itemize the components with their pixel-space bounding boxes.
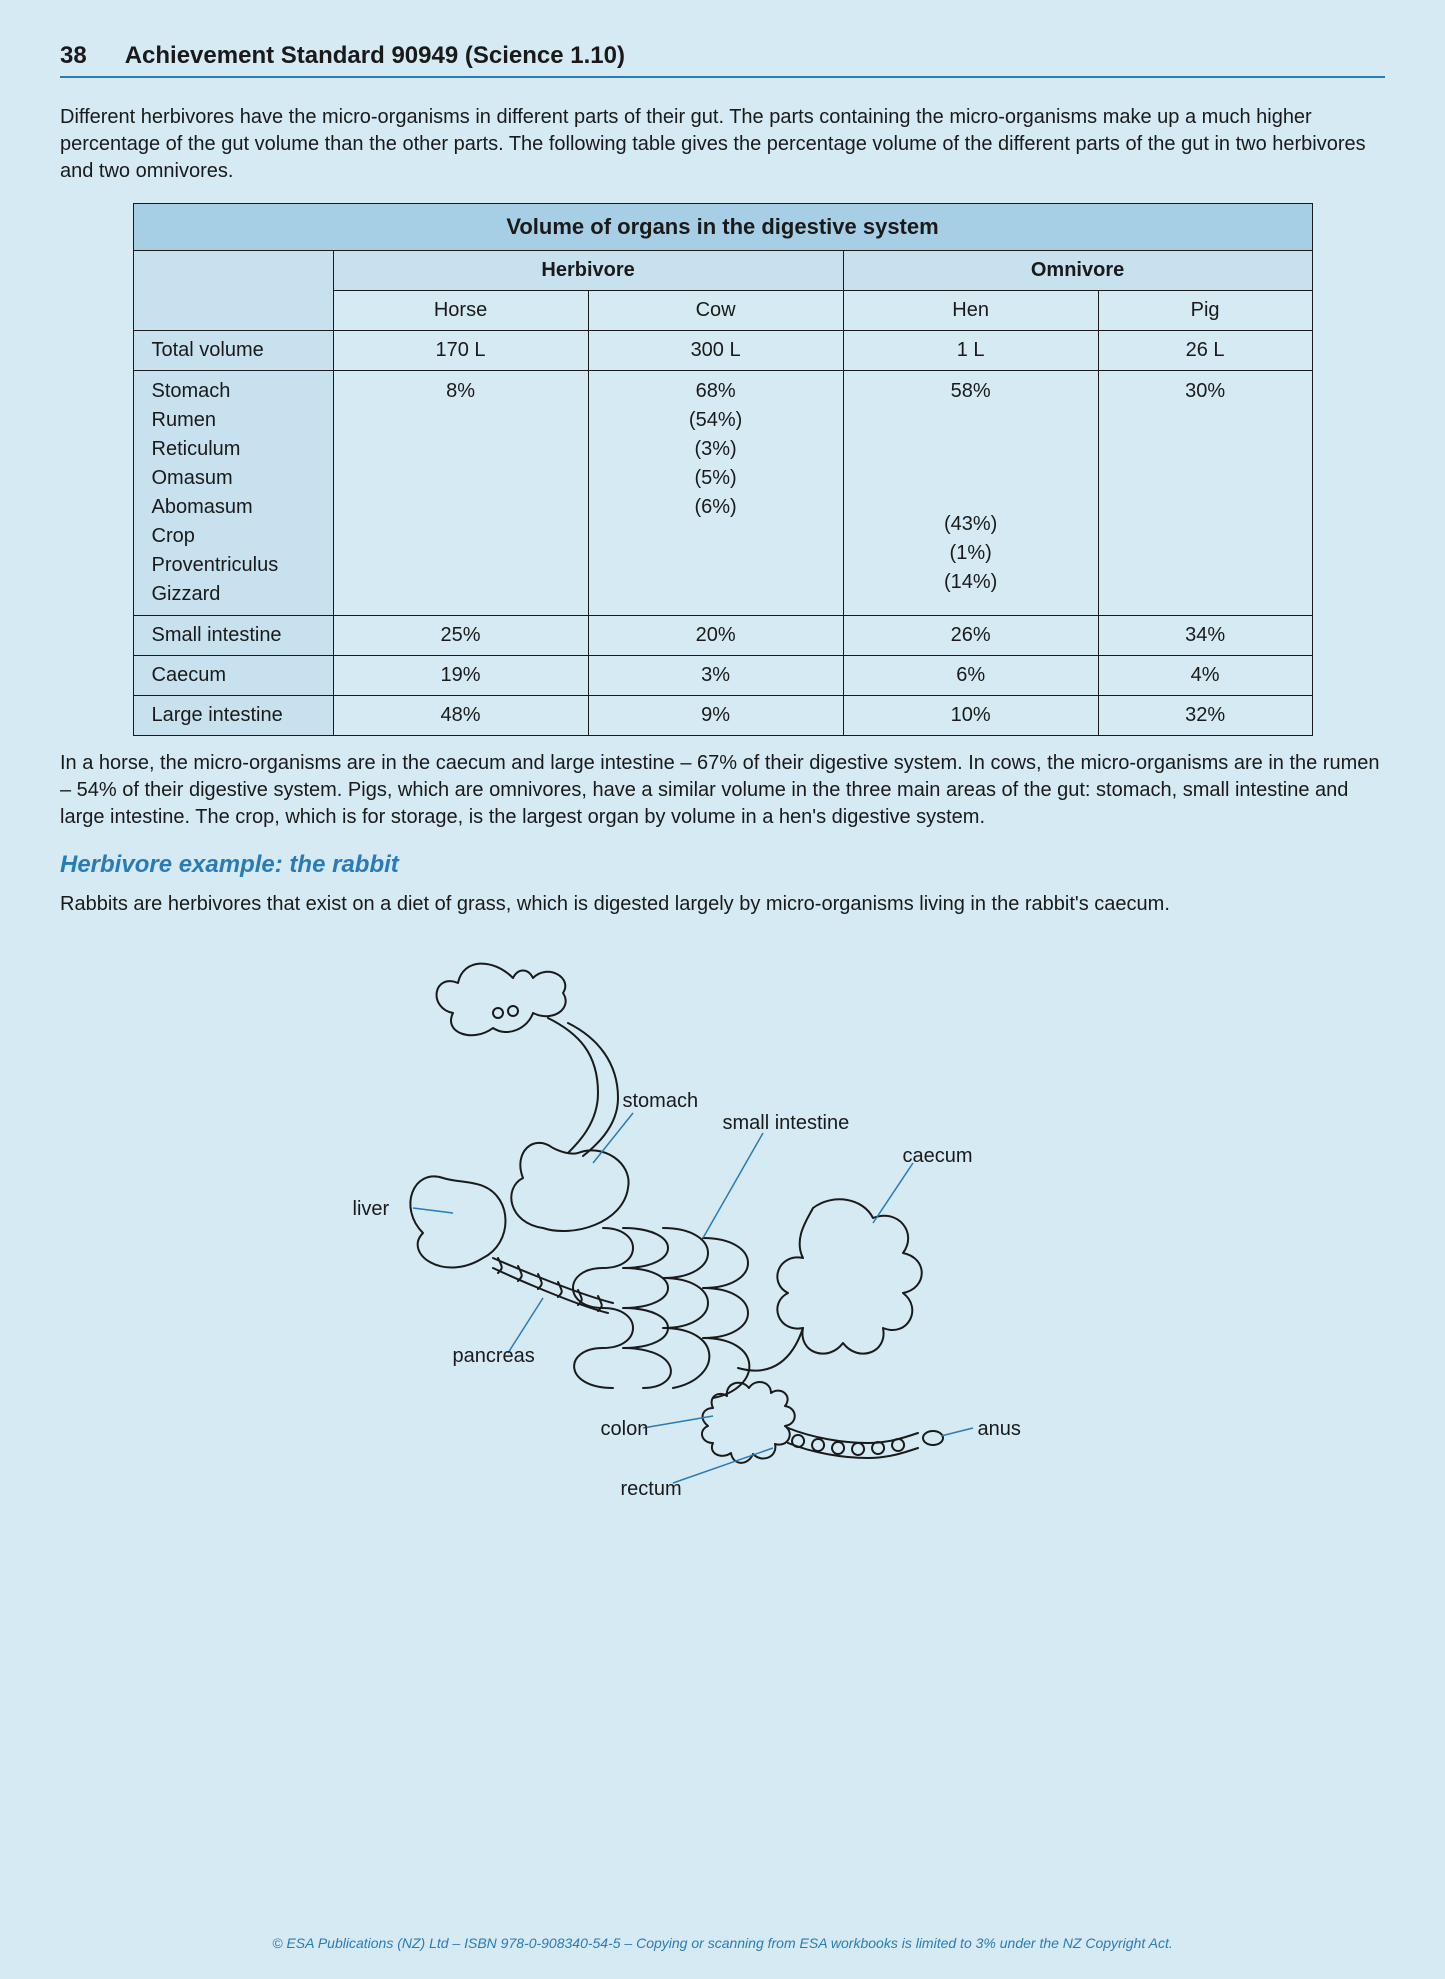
section-title: Herbivore example: the rabbit [60,849,1385,881]
label-small-intestine: small intestine [723,1110,850,1137]
total-horse: 170 L [333,331,588,371]
stomach-labels: Stomach Rumen Reticulum Omasum Abomasum … [152,377,319,609]
label-stomach: stomach [623,1088,699,1115]
rabbit-digestive-diagram: liver stomach small intestine caecum pan… [343,938,1103,1518]
section-paragraph: Rabbits are herbivores that exist on a d… [60,891,1385,918]
label-anus: anus [978,1416,1021,1443]
page-header: 38 Achievement Standard 90949 (Science 1… [60,40,1385,78]
label-caecum: caecum [903,1143,973,1170]
header-title: Achievement Standard 90949 (Science 1.10… [125,40,625,72]
label-rectum: rectum [621,1476,682,1503]
stomach-horse: 8% [348,377,574,588]
stomach-cow: 68%(54%)(3%)(5%)(6%) [603,377,829,600]
total-hen: 1 L [843,331,1098,371]
group-omnivore: Omnivore [843,251,1312,291]
total-cow: 300 L [588,331,843,371]
group-herbivore: Herbivore [333,251,843,291]
stomach-hen: 58%(43%)(1%)(14%) [858,377,1084,597]
page-number: 38 [60,40,87,72]
stomach-block-row: Stomach Rumen Reticulum Omasum Abomasum … [133,371,1312,616]
intro-paragraph: Different herbivores have the micro-orga… [60,104,1385,185]
volume-table: Volume of organs in the digestive system… [133,203,1313,736]
col-hen: Hen [843,291,1098,331]
col-cow: Cow [588,291,843,331]
row-total-label: Total volume [133,331,333,371]
label-colon: colon [601,1416,649,1443]
total-pig: 26 L [1098,331,1312,371]
after-table-paragraph: In a horse, the micro-organisms are in t… [60,750,1385,831]
label-pancreas: pancreas [453,1343,535,1370]
table-title: Volume of organs in the digestive system [133,204,1312,251]
stomach-pig: 30% [1113,377,1298,588]
col-pig: Pig [1098,291,1312,331]
col-horse: Horse [333,291,588,331]
copyright-footer: © ESA Publications (NZ) Ltd – ISBN 978-0… [0,1934,1445,1953]
label-liver: liver [353,1196,390,1223]
